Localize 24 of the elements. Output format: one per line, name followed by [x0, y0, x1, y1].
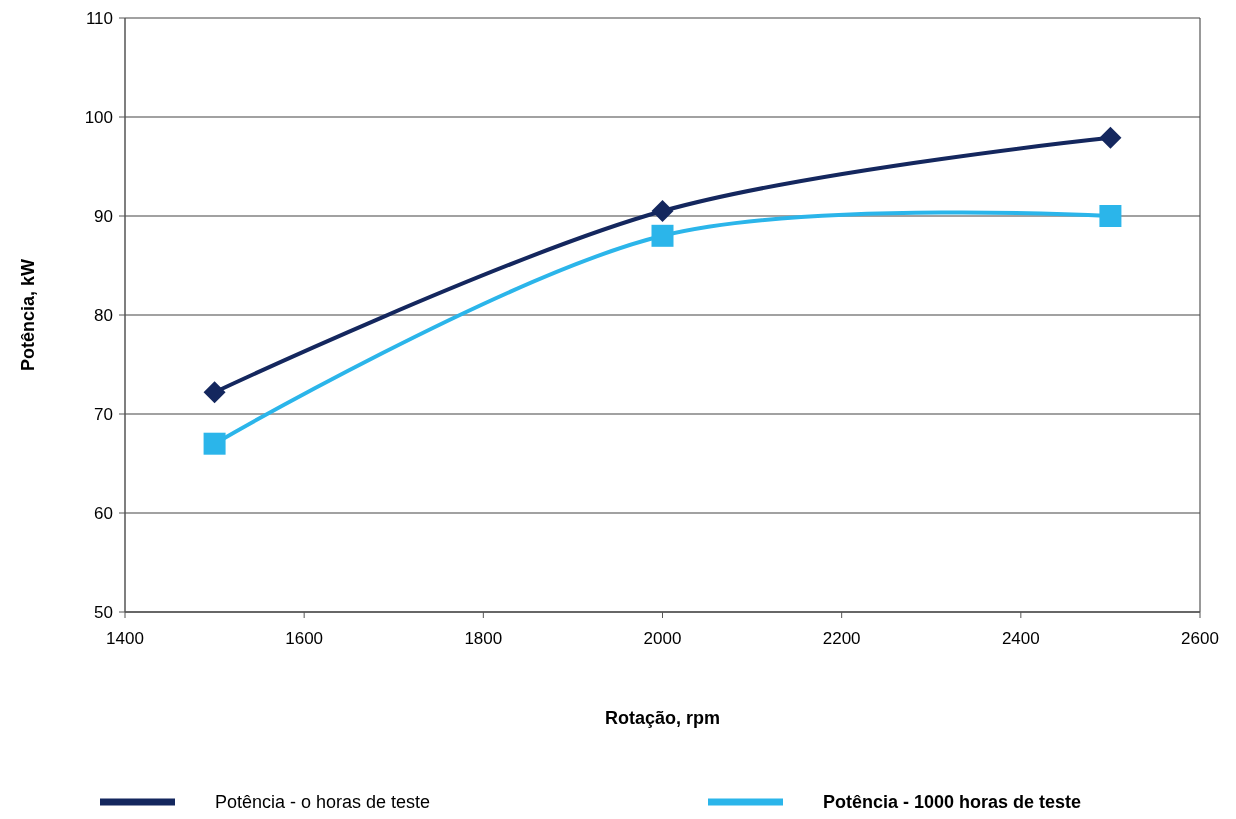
y-tick-label: 60 [94, 503, 113, 523]
x-tick-label: 1600 [285, 629, 324, 648]
point [1099, 126, 1122, 149]
point [1099, 205, 1122, 227]
y-tick-label: 110 [85, 8, 113, 28]
x-tick-label: 2200 [822, 629, 861, 648]
y-tick-label: 100 [84, 107, 113, 127]
y-axis-title: Potência, kW [18, 258, 38, 372]
point [203, 432, 226, 455]
legend-label: Potência - 1000 horas de teste [823, 792, 1082, 813]
x-tick-label: 1400 [106, 629, 144, 648]
y-tick-label: 50 [94, 602, 113, 622]
y-tick-label: 90 [94, 206, 113, 226]
y-tick-label: 70 [94, 404, 113, 424]
point [651, 224, 674, 247]
x-tick-label: 2400 [1001, 629, 1040, 648]
legend-label: Potência - o horas de teste [215, 792, 431, 813]
x-tick-label: 1800 [464, 629, 503, 648]
x-tick-label: 2000 [643, 629, 682, 648]
point [651, 200, 674, 223]
x-tick-label: 2600 [1181, 629, 1219, 648]
y-tick-label: 80 [94, 305, 113, 325]
point [203, 381, 226, 404]
x-axis-title: Rotação, rpm [604, 708, 721, 728]
